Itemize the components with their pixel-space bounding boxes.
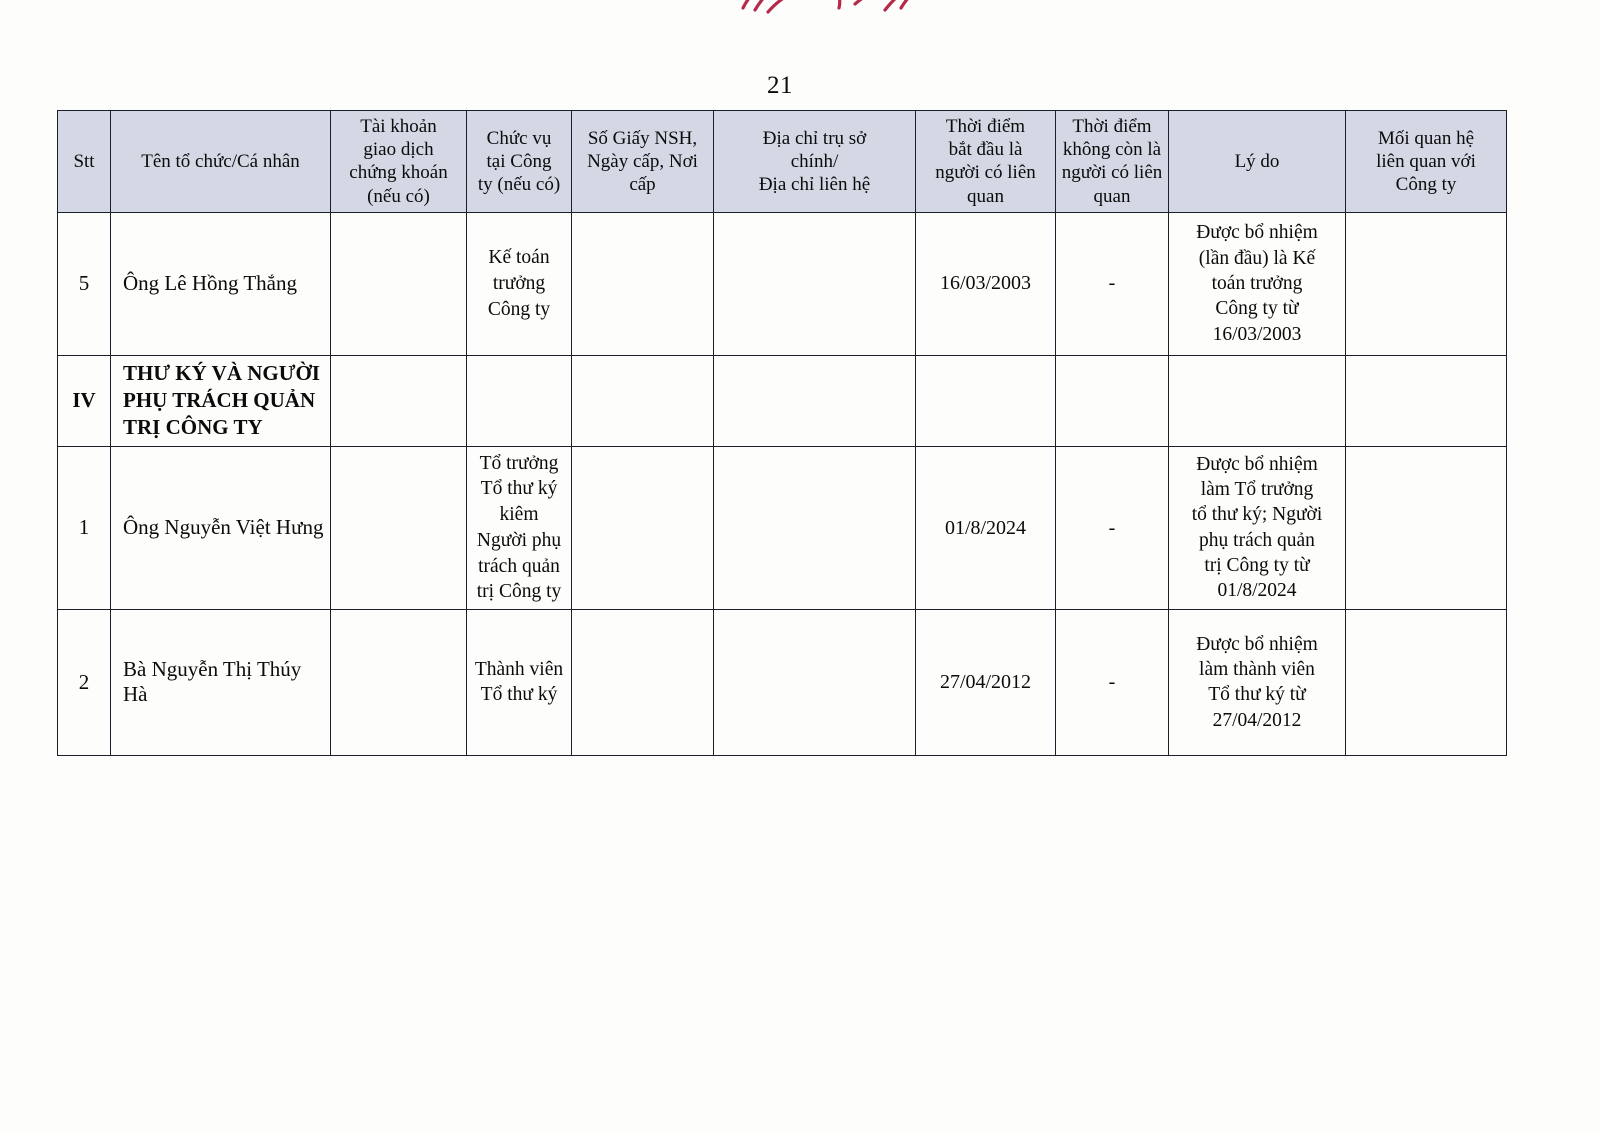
- row-id-document: [571, 608, 714, 756]
- column-header-position: Chức vụ tại Công ty (nếu có): [466, 110, 572, 213]
- row-reason: Được bổ nhiệm (lần đầu) là Kế toán trưởn…: [1168, 211, 1346, 356]
- column-header-relationship: Mối quan hệ liên quan với Công ty: [1345, 110, 1507, 213]
- section-securities-account: [330, 354, 467, 447]
- row-name: Bà Nguyễn Thị Thúy Hà: [110, 608, 331, 756]
- section-id-document: [571, 354, 714, 447]
- row-stt: 1: [57, 445, 111, 610]
- row-securities-account: [330, 608, 467, 756]
- section-start-date: [915, 354, 1056, 447]
- row-relationship: [1345, 608, 1507, 756]
- section-position: [466, 354, 572, 447]
- row-stt: 5: [57, 211, 111, 356]
- column-header-id-document: Số Giấy NSH, Ngày cấp, Nơi cấp: [571, 110, 714, 213]
- row-end-date: -: [1055, 608, 1169, 756]
- page-number: 21: [0, 72, 1600, 100]
- table-row: 2 Bà Nguyễn Thị Thúy Hà Thành viên Tổ th…: [57, 608, 1507, 756]
- row-reason: Được bổ nhiệm làm Tổ trưởng tổ thư ký; N…: [1168, 445, 1346, 610]
- table-section-row: IV THƯ KÝ VÀ NGƯỜI PHỤ TRÁCH QUẢN TRỊ CÔ…: [57, 354, 1507, 447]
- row-id-document: [571, 445, 714, 610]
- row-start-date: 01/8/2024: [915, 445, 1056, 610]
- row-position: Thành viên Tổ thư ký: [466, 608, 572, 756]
- row-address: [713, 608, 916, 756]
- row-position: Kế toán trưởng Công ty: [466, 211, 572, 356]
- row-address: [713, 445, 916, 610]
- section-title: THƯ KÝ VÀ NGƯỜI PHỤ TRÁCH QUẢN TRỊ CÔNG …: [110, 354, 331, 447]
- column-header-end-date: Thời điểm không còn là người có liên qua…: [1055, 110, 1169, 213]
- row-id-document: [571, 211, 714, 356]
- section-reason: [1168, 354, 1346, 447]
- row-stt: 2: [57, 608, 111, 756]
- section-relationship: [1345, 354, 1507, 447]
- row-start-date: 16/03/2003: [915, 211, 1056, 356]
- table-row: 5 Ông Lê Hồng Thắng Kế toán trưởng Công …: [57, 211, 1507, 356]
- column-header-start-date: Thời điểm bắt đầu là người có liên quan: [915, 110, 1056, 213]
- row-name: Ông Nguyễn Việt Hưng: [110, 445, 331, 610]
- column-header-reason: Lý do: [1168, 110, 1346, 213]
- column-header-stt: Stt: [57, 110, 111, 213]
- row-address: [713, 211, 916, 356]
- section-end-date: [1055, 354, 1169, 447]
- section-numeral: IV: [57, 354, 111, 447]
- related-persons-table: Stt Tên tổ chức/Cá nhân Tài khoản giao d…: [57, 110, 1507, 756]
- row-end-date: -: [1055, 211, 1169, 356]
- section-address: [713, 354, 916, 447]
- row-position: Tổ trưởng Tổ thư ký kiêm Người phụ trách…: [466, 445, 572, 610]
- row-securities-account: [330, 211, 467, 356]
- row-relationship: [1345, 445, 1507, 610]
- page-number-value: 21: [767, 72, 793, 99]
- row-end-date: -: [1055, 445, 1169, 610]
- row-name: Ông Lê Hồng Thắng: [110, 211, 331, 356]
- row-relationship: [1345, 211, 1507, 356]
- column-header-securities-account: Tài khoản giao dịch chứng khoán (nếu có): [330, 110, 467, 213]
- table-row: 1 Ông Nguyễn Việt Hưng Tổ trưởng Tổ thư …: [57, 445, 1507, 610]
- row-start-date: 27/04/2012: [915, 608, 1056, 756]
- table-header-row: Stt Tên tổ chức/Cá nhân Tài khoản giao d…: [57, 110, 1507, 213]
- column-header-address: Địa chỉ trụ sở chính/ Địa chỉ liên hệ: [713, 110, 916, 213]
- column-header-name: Tên tổ chức/Cá nhân: [110, 110, 331, 213]
- row-securities-account: [330, 445, 467, 610]
- row-reason: Được bổ nhiệm làm thành viên Tổ thư ký t…: [1168, 608, 1346, 756]
